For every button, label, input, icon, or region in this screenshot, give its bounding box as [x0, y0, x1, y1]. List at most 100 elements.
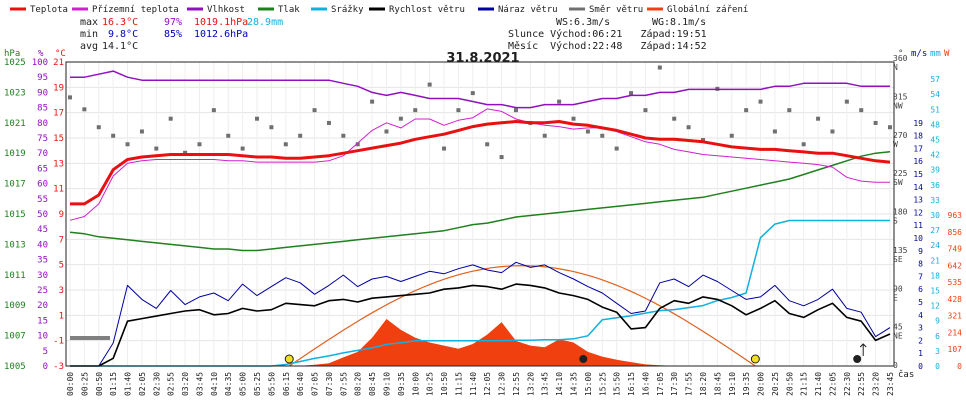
stats-sun: Slunce Východ:06:21 Západ:19:51: [508, 28, 707, 40]
wind-direction-point: [398, 116, 403, 121]
axis-tick-mm: 3: [935, 347, 940, 356]
moonrise-arrow-icon: [859, 343, 867, 356]
wind-direction-point: [427, 82, 432, 87]
axis-tick-mm: 0: [935, 362, 940, 371]
axis-tick-hpa: 1015: [4, 210, 26, 220]
x-tick-label: 20:25: [771, 372, 780, 396]
wind-direction-point: [326, 120, 331, 125]
axis-tick-wm2: 856: [948, 228, 963, 237]
axis-label-celsius: °C: [55, 49, 66, 59]
markers: [70, 336, 867, 364]
x-tick-label: 05:50: [267, 372, 276, 396]
wind-direction-point: [413, 108, 418, 113]
axis-tick-celsius: 19: [53, 83, 64, 93]
axis-label-percent: %: [38, 49, 44, 59]
axis-tick-wind: 8: [918, 260, 923, 269]
axis-tick-wind: 17: [913, 144, 923, 153]
x-tick-label: 09:10: [382, 372, 391, 396]
wind-direction-point: [744, 108, 749, 113]
wind-direction-point: [197, 142, 202, 147]
stats-avg-temp: 14.1°C: [102, 41, 138, 52]
axis-tick-wind: 0: [918, 362, 923, 371]
x-tick-label: 16:40: [641, 372, 650, 396]
stats-wg: WG:8.1m/s: [652, 17, 706, 28]
x-tick-label: 12:30: [498, 372, 507, 396]
wind-direction-point: [312, 108, 317, 113]
legend-label: Náraz větru: [498, 5, 558, 15]
axis-tick-wm2: 428: [948, 295, 963, 304]
axis-label-mm: mm: [930, 49, 941, 59]
stats-moon: Měsíc Východ:22:48 Západ:14:52: [508, 40, 707, 52]
axis-tick-percent: 80: [37, 119, 48, 129]
x-tick-label: 04:10: [210, 372, 219, 396]
axis-tick-percent: 5: [43, 347, 48, 357]
axis-tick-percent: 60: [37, 180, 48, 190]
axis-tick-percent: 45: [37, 225, 48, 235]
stats-max-hum: 97%: [164, 17, 182, 28]
axis-tick-direction: 135: [893, 246, 908, 255]
legend-label: Přízemní teplota: [92, 5, 179, 15]
axis-tick-celsius: 1: [59, 311, 64, 321]
wind-direction-point: [183, 150, 188, 155]
x-tick-label: 09:35: [397, 372, 406, 396]
series-prizemni-teplota: [69, 108, 890, 221]
x-tick-label: 08:45: [368, 372, 377, 396]
wind-direction-point: [240, 146, 245, 151]
axis-tick-celsius: -1: [53, 337, 64, 347]
stats-ws: WS:6.3m/s: [556, 17, 610, 28]
x-tick-label: 10:00: [411, 372, 420, 396]
x-tick-label: 00:50: [95, 372, 104, 396]
x-tick-label: 07:55: [339, 372, 348, 396]
x-tick-label: 06:15: [282, 372, 291, 396]
axis-tick-direction-name: SE: [893, 255, 903, 264]
x-tick-label: 10:25: [426, 372, 435, 396]
axis-label-hpa: hPa: [4, 49, 20, 59]
axis-tick-percent: 20: [37, 301, 48, 311]
x-tick-label: 14:10: [555, 372, 564, 396]
x-tick-label: 23:45: [886, 372, 895, 396]
axis-tick-hpa: 1017: [4, 180, 26, 190]
axis-tick-celsius: 3: [59, 286, 64, 296]
axis-tick-mm: 21: [930, 256, 940, 265]
wind-direction-point: [68, 95, 72, 100]
x-tick-label: 07:30: [325, 372, 334, 396]
wind-direction-point: [600, 133, 605, 138]
x-tick-label: 08:20: [354, 372, 363, 396]
x-tick-label: 12:05: [483, 372, 492, 396]
axis-tick-wm2: 535: [948, 278, 963, 287]
axis-tick-percent: 100: [32, 58, 48, 68]
x-tick-label: 17:55: [685, 372, 694, 396]
wind-direction-point: [657, 65, 662, 70]
stats-max-label: max: [80, 17, 98, 28]
wind-direction-point: [456, 108, 461, 113]
axis-tick-percent: 15: [37, 316, 48, 326]
wind-direction-point: [542, 133, 547, 138]
wind-direction-point: [614, 146, 619, 151]
x-tick-label: 17:30: [670, 372, 679, 396]
wind-direction-point: [585, 129, 590, 134]
axis-tick-direction-name: E: [893, 293, 898, 302]
axis-tick-direction-name: NE: [893, 332, 903, 341]
axis-tick-wind: 18: [913, 132, 923, 141]
axis-tick-direction: 0: [893, 361, 898, 370]
wind-direction-point: [442, 146, 447, 151]
x-tick-label: 02:30: [152, 372, 161, 396]
axis-tick-celsius: -3: [53, 362, 64, 372]
wind-direction-point: [801, 142, 806, 147]
stats-max-press: 1019.1hPa: [194, 17, 248, 28]
axis-tick-mm: 33: [930, 196, 940, 205]
axis-tick-wind: 15: [913, 170, 923, 179]
axis-tick-hpa: 1019: [4, 149, 26, 159]
axis-tick-celsius: 7: [59, 235, 64, 245]
legend-label: Směr větru: [589, 5, 643, 15]
axis-tick-mm: 6: [935, 332, 940, 341]
axis-tick-direction-name: NW: [893, 101, 903, 110]
axis-tick-percent: 10: [37, 332, 48, 342]
plot-frame: [65, 61, 895, 367]
axis-tick-celsius: 17: [53, 109, 64, 119]
axis-tick-wind: 19: [913, 119, 923, 128]
series-naraz-vetru: [70, 261, 891, 367]
legend-label: Tlak: [278, 5, 300, 15]
axis-tick-hpa: 1005: [4, 362, 26, 372]
wind-direction-point: [96, 125, 101, 130]
